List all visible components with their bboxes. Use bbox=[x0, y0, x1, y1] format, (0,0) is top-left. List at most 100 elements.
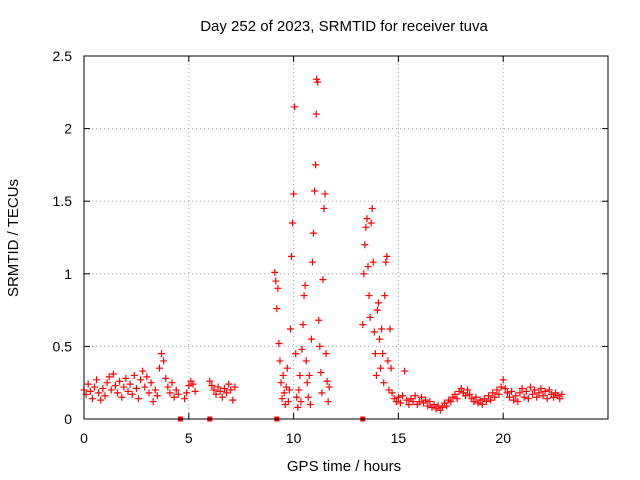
data-point bbox=[539, 392, 547, 400]
data-point bbox=[426, 398, 434, 406]
data-point bbox=[487, 396, 495, 404]
data-point bbox=[130, 371, 138, 379]
x-tick-label: 15 bbox=[391, 430, 407, 446]
data-point bbox=[277, 379, 285, 387]
grid-lines bbox=[84, 56, 608, 419]
data-point bbox=[545, 386, 553, 394]
data-point bbox=[116, 377, 124, 385]
data-point bbox=[299, 321, 307, 329]
data-point bbox=[499, 376, 507, 384]
data-point bbox=[373, 306, 381, 314]
data-point bbox=[370, 328, 378, 336]
data-point bbox=[387, 364, 395, 372]
data-point bbox=[464, 386, 472, 394]
data-point bbox=[371, 350, 379, 358]
data-point bbox=[368, 204, 376, 212]
data-point bbox=[227, 386, 235, 394]
data-point bbox=[314, 78, 322, 86]
data-point bbox=[220, 385, 228, 393]
data-point bbox=[212, 390, 220, 398]
data-point bbox=[434, 402, 442, 410]
data-point bbox=[482, 398, 490, 406]
data-point bbox=[307, 335, 315, 343]
data-point bbox=[522, 387, 530, 395]
data-point bbox=[185, 382, 193, 390]
data-point bbox=[493, 386, 501, 394]
data-point bbox=[143, 373, 151, 381]
data-point bbox=[533, 393, 541, 401]
data-point bbox=[321, 190, 329, 198]
x-tick-label: 10 bbox=[286, 430, 302, 446]
data-point bbox=[134, 395, 142, 403]
data-point bbox=[316, 342, 324, 350]
data-point bbox=[164, 383, 172, 391]
data-point bbox=[501, 385, 509, 393]
data-point bbox=[105, 373, 113, 381]
y-axis-label: SRMTID / TECUs bbox=[5, 179, 22, 297]
data-point bbox=[93, 376, 101, 384]
data-point bbox=[84, 380, 92, 388]
data-point bbox=[363, 215, 371, 223]
data-point bbox=[451, 390, 459, 398]
data-point bbox=[485, 392, 493, 400]
data-point bbox=[318, 389, 326, 397]
y-tick-label: 2.5 bbox=[53, 48, 73, 64]
data-point bbox=[438, 403, 446, 411]
data-point bbox=[320, 204, 328, 212]
data-point bbox=[367, 219, 375, 227]
data-point bbox=[172, 386, 180, 394]
data-point bbox=[126, 380, 134, 388]
data-point bbox=[380, 379, 388, 387]
data-point bbox=[128, 390, 136, 398]
data-point bbox=[495, 390, 503, 398]
data-point bbox=[183, 389, 191, 397]
data-point bbox=[378, 325, 386, 333]
data-point bbox=[147, 379, 155, 387]
data-point bbox=[411, 392, 419, 400]
data-point bbox=[312, 110, 320, 118]
data-point bbox=[396, 399, 404, 407]
data-point bbox=[401, 367, 409, 375]
data-point bbox=[103, 379, 111, 387]
data-point bbox=[301, 281, 309, 289]
data-point bbox=[531, 386, 539, 394]
y-tick-label: 2 bbox=[64, 121, 72, 137]
chart-title: Day 252 of 2023, SRMTID for receiver tuv… bbox=[200, 18, 488, 35]
data-point bbox=[512, 392, 520, 400]
data-point bbox=[317, 369, 325, 377]
data-point bbox=[231, 383, 239, 391]
data-point bbox=[453, 395, 461, 403]
data-point bbox=[422, 396, 430, 404]
data-point bbox=[508, 387, 516, 395]
data-point bbox=[293, 393, 301, 401]
data-point bbox=[308, 258, 316, 266]
plot-frame bbox=[83, 55, 609, 420]
data-point bbox=[145, 389, 153, 397]
y-tick-label: 1 bbox=[64, 266, 72, 282]
data-point bbox=[359, 321, 367, 329]
data-point bbox=[284, 398, 292, 406]
data-point bbox=[550, 393, 558, 401]
data-point bbox=[294, 403, 302, 411]
data-point bbox=[124, 387, 132, 395]
data-point bbox=[457, 385, 465, 393]
data-point bbox=[388, 389, 396, 397]
data-point bbox=[279, 371, 287, 379]
data-point bbox=[518, 385, 526, 393]
data-point bbox=[443, 402, 451, 410]
data-point bbox=[191, 387, 199, 395]
data-point bbox=[304, 393, 312, 401]
x-tick-label: 5 bbox=[185, 430, 193, 446]
data-point bbox=[132, 385, 140, 393]
axis-ticks bbox=[83, 55, 608, 420]
data-point bbox=[286, 325, 294, 333]
data-point bbox=[535, 389, 543, 397]
data-point bbox=[461, 392, 469, 400]
data-point bbox=[107, 386, 115, 394]
data-point bbox=[216, 387, 224, 395]
tick-labels: 0 0.5 1 1.5 2 2.5 0 5 10 15 20 bbox=[53, 48, 512, 446]
x-tick-label: 20 bbox=[495, 430, 511, 446]
data-point bbox=[88, 395, 96, 403]
data-point bbox=[392, 398, 400, 406]
